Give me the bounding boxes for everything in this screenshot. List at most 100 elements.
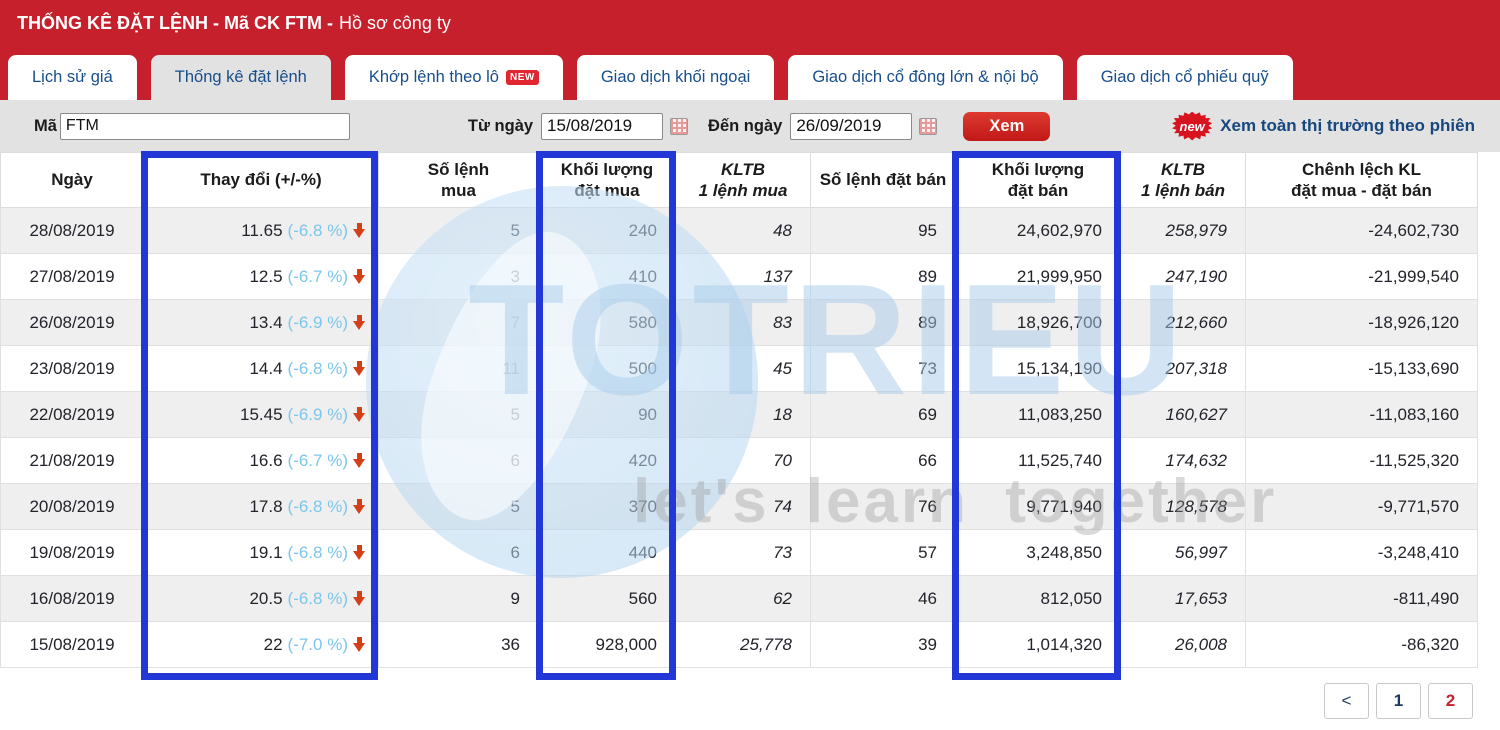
cell-volume-diff: -11,083,160	[1245, 391, 1478, 438]
change-value: 14.4	[249, 358, 283, 378]
cell-buy-volume: 90	[538, 391, 676, 438]
cell-buy-volume: 240	[538, 207, 676, 254]
tab-lich-su-gia[interactable]: Lịch sử giá	[8, 55, 137, 100]
tab-bar: Lịch sử giá Thống kê đặt lệnh Khớp lệnh …	[0, 46, 1500, 100]
symbol-label: Mã	[34, 116, 57, 135]
table-row: 19/08/2019 19.1 (-6.8 %) 6 440 73 57 3,24…	[0, 529, 1478, 576]
table-row: 28/08/2019 11.65 (-6.8 %) 5 240 48 95 24,…	[0, 207, 1478, 254]
view-button[interactable]: Xem	[963, 111, 1051, 141]
tab-khop-lenh-theo-lo[interactable]: Khớp lệnh theo lô NEW	[344, 55, 563, 100]
change-value: 22	[263, 634, 283, 654]
market-link-group: new Xem toàn thị trường theo phiên	[1172, 111, 1475, 141]
cell-volume-diff: -15,133,690	[1245, 345, 1478, 392]
page-1-button[interactable]: 1	[1376, 683, 1421, 719]
title-bar: THỐNG KÊ ĐẶT LỆNH - Mã CK FTM - Hồ sơ cô…	[0, 0, 1500, 46]
down-arrow-icon	[353, 406, 366, 422]
table-row: 22/08/2019 15.45 (-6.9 %) 5 90 18 69 11,0…	[0, 391, 1478, 438]
filter-bar: Mã Từ ngày Đến ngày Xem new Xem toàn thị…	[0, 100, 1500, 152]
down-arrow-icon	[353, 314, 366, 330]
cell-sell-orders: 76	[810, 483, 956, 530]
calendar-icon[interactable]	[670, 117, 689, 135]
cell-buy-volume: 560	[538, 575, 676, 622]
cell-buy-volume: 928,000	[538, 621, 676, 668]
tab-giao-dich-khoi-ngoai[interactable]: Giao dịch khối ngoại	[576, 55, 775, 100]
to-date-input[interactable]	[790, 112, 913, 140]
cell-sell-avg: 17,653	[1120, 575, 1246, 622]
cell-sell-avg: 128,578	[1120, 483, 1246, 530]
change-percent: (-6.8 %)	[287, 496, 348, 516]
cell-sell-volume: 18,926,700	[955, 299, 1121, 346]
cell-date: 19/08/2019	[0, 529, 144, 576]
cell-sell-volume: 15,134,190	[955, 345, 1121, 392]
pagination: < 1 2	[1324, 683, 1473, 719]
cell-volume-diff: -86,320	[1245, 621, 1478, 668]
table-row: 21/08/2019 16.6 (-6.7 %) 6 420 70 66 11,5…	[0, 437, 1478, 484]
from-date-input[interactable]	[541, 112, 664, 140]
change-percent: (-6.9 %)	[287, 312, 348, 332]
cell-sell-volume: 812,050	[955, 575, 1121, 622]
cell-volume-diff: -21,999,540	[1245, 253, 1478, 300]
from-date-label: Từ ngày	[467, 116, 534, 135]
cell-sell-orders: 89	[810, 253, 956, 300]
cell-change: 22 (-7.0 %)	[143, 621, 379, 668]
cell-buy-avg: 62	[675, 575, 811, 622]
cell-date: 26/08/2019	[0, 299, 144, 346]
cell-buy-avg: 48	[675, 207, 811, 254]
cell-sell-volume: 21,999,950	[955, 253, 1121, 300]
cell-buy-volume: 420	[538, 437, 676, 484]
cell-volume-diff: -811,490	[1245, 575, 1478, 622]
cell-sell-avg: 258,979	[1120, 207, 1246, 254]
to-date-label: Đến ngày	[708, 116, 783, 135]
cell-buy-orders: 9	[378, 575, 539, 622]
page-subtitle: Hồ sơ công ty	[338, 12, 451, 33]
cell-change: 12.5 (-6.7 %)	[143, 253, 379, 300]
cell-date: 28/08/2019	[0, 207, 144, 254]
cell-volume-diff: -11,525,320	[1245, 437, 1478, 484]
page-title: THỐNG KÊ ĐẶT LỆNH - Mã CK FTM -	[17, 12, 333, 33]
change-value: 16.6	[249, 450, 283, 470]
down-arrow-icon	[353, 268, 366, 284]
symbol-input[interactable]	[59, 112, 350, 140]
cell-buy-orders: 7	[378, 299, 539, 346]
tab-giao-dich-co-dong-lon[interactable]: Giao dịch cổ đông lớn & nội bộ	[788, 55, 1063, 100]
cell-change: 14.4 (-6.8 %)	[143, 345, 379, 392]
col-header-chenh-lech: Chênh lệch KL đặt mua - đặt bán	[1245, 152, 1478, 208]
change-value: 11.65	[241, 220, 283, 240]
calendar-icon[interactable]	[919, 117, 938, 135]
order-statistics-table: Ngày Thay đổi (+/-%) Số lệnh mua Khối lượ…	[0, 152, 1478, 668]
change-percent: (-6.7 %)	[287, 450, 348, 470]
cell-sell-avg: 247,190	[1120, 253, 1246, 300]
col-header-so-lenh-ban: Số lệnh đặt bán	[810, 152, 956, 208]
cell-change: 11.65 (-6.8 %)	[143, 207, 379, 254]
down-arrow-icon	[353, 452, 366, 468]
change-value: 19.1	[249, 542, 283, 562]
change-value: 15.45	[239, 404, 283, 424]
prev-page-button[interactable]: <	[1324, 683, 1369, 719]
cell-sell-volume: 11,083,250	[955, 391, 1121, 438]
cell-buy-orders: 36	[378, 621, 539, 668]
cell-sell-orders: 57	[810, 529, 956, 576]
page-2-button[interactable]: 2	[1428, 683, 1473, 719]
tab-giao-dich-co-phieu-quy[interactable]: Giao dịch cổ phiếu quỹ	[1076, 55, 1293, 100]
change-percent: (-6.8 %)	[287, 220, 348, 240]
cell-buy-avg: 25,778	[675, 621, 811, 668]
down-arrow-icon	[353, 360, 366, 376]
cell-volume-diff: -24,602,730	[1245, 207, 1478, 254]
cell-buy-orders: 6	[378, 529, 539, 576]
cell-buy-avg: 83	[675, 299, 811, 346]
cell-sell-volume: 24,602,970	[955, 207, 1121, 254]
new-badge: NEW	[505, 70, 539, 85]
cell-buy-volume: 580	[538, 299, 676, 346]
down-arrow-icon	[353, 636, 366, 652]
change-percent: (-6.9 %)	[287, 404, 348, 424]
table-row: 26/08/2019 13.4 (-6.9 %) 7 580 83 89 18,9…	[0, 299, 1478, 346]
cell-buy-orders: 3	[378, 253, 539, 300]
cell-sell-orders: 89	[810, 299, 956, 346]
cell-date: 21/08/2019	[0, 437, 144, 484]
market-link[interactable]: Xem toàn thị trường theo phiên	[1220, 116, 1475, 135]
cell-volume-diff: -9,771,570	[1245, 483, 1478, 530]
cell-date: 23/08/2019	[0, 345, 144, 392]
cell-sell-orders: 39	[810, 621, 956, 668]
tab-thong-ke-dat-lenh[interactable]: Thống kê đặt lệnh	[150, 55, 331, 100]
